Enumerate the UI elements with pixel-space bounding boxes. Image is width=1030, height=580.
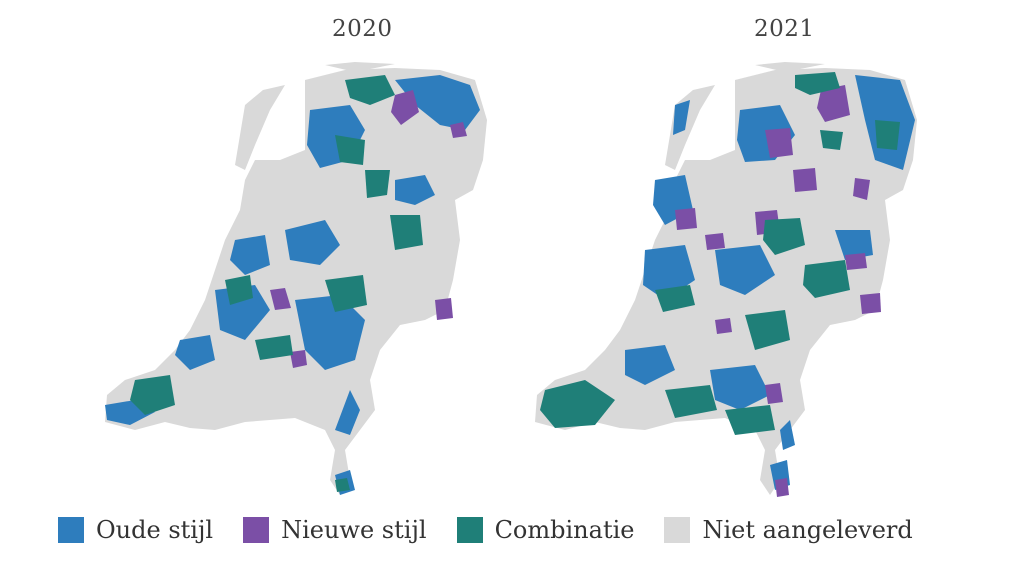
map-title-2020: 2020	[332, 16, 393, 42]
region-nieuwe-stijl-2020	[270, 90, 467, 368]
map-title-2021: 2021	[754, 16, 815, 42]
legend-item-combinatie: Combinatie	[456, 516, 635, 544]
legend-label-nieuwe-stijl: Nieuwe stijl	[281, 516, 427, 544]
legend-item-niet-aangeleverd: Niet aangeleverd	[664, 516, 913, 544]
legend-swatch-oude-stijl	[58, 517, 84, 543]
legend-item-oude-stijl: Oude stijl	[58, 516, 213, 544]
legend-label-combinatie: Combinatie	[494, 516, 635, 544]
netherlands-map-2020	[105, 62, 487, 495]
region-nieuwe-stijl-2021	[675, 85, 881, 497]
region-combinatie-2021	[540, 72, 900, 435]
legend-label-oude-stijl: Oude stijl	[96, 516, 214, 544]
region-combinatie-2020	[130, 75, 423, 492]
legend-label-niet-aangeleverd: Niet aangeleverd	[702, 516, 913, 544]
legend-swatch-combinatie	[456, 517, 483, 543]
legend: Oude stijl Nieuwe stijl Combinatie Niet …	[58, 516, 943, 544]
netherlands-map-2021	[535, 62, 917, 497]
legend-swatch-nieuwe-stijl	[243, 517, 270, 543]
legend-item-nieuwe-stijl: Nieuwe stijl	[243, 516, 427, 544]
legend-swatch-niet-aangeleverd	[664, 517, 691, 543]
netherlands-outline-2020	[105, 62, 487, 495]
